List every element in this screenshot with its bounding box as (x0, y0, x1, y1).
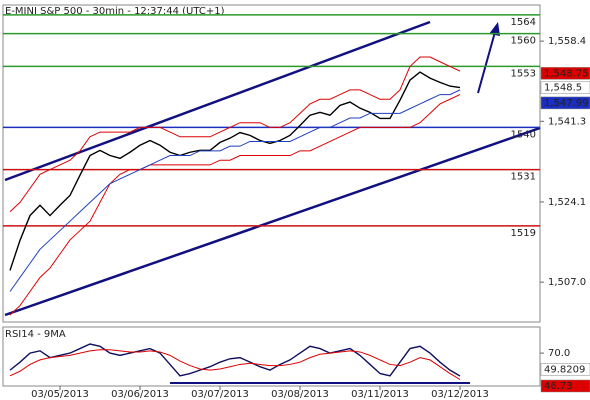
y-tick-label: 1,541.3 (548, 116, 586, 127)
chart-title: E-MINI S&P 500 - 30min - 12:37:44 (UTC+1… (5, 6, 225, 17)
price-marker (540, 67, 590, 80)
price-marker (540, 379, 590, 393)
series-line (9, 56, 461, 213)
x-tick-label: 03/08/2013 (271, 389, 329, 400)
upper-channel (4, 20, 431, 182)
series-line (9, 349, 461, 380)
price-panel (2, 4, 541, 323)
price-marker (540, 81, 590, 94)
x-tick-label: 03/05/2013 (31, 389, 89, 400)
series-line (9, 343, 461, 377)
level-label: 1564 (511, 17, 536, 28)
price-marker-label: 1,548.75 (544, 68, 589, 79)
arrow-head (489, 22, 500, 36)
series-line (9, 94, 461, 316)
price-marker (540, 363, 590, 376)
x-tick-label: 03/06/2013 (111, 389, 169, 400)
rsi-title: RSI14 - 9MA (5, 329, 66, 340)
x-tick-label: 03/07/2013 (191, 389, 249, 400)
level-label: 1553 (511, 68, 536, 79)
price-marker-label: 49.8209 (544, 364, 585, 375)
level-label: 1560 (511, 36, 536, 47)
price-marker-label: 1,547.99 (544, 98, 589, 109)
y-tick-label: 1,507.0 (548, 277, 586, 288)
series-line (9, 89, 461, 292)
level-label: 1540 (511, 129, 536, 140)
x-tick-label: 03/12/2013 (431, 389, 489, 400)
y-tick-label: 70.0 (548, 348, 570, 359)
y-tick-label: 1,558.4 (548, 36, 586, 47)
x-tick-label: 03/11/2013 (351, 389, 409, 400)
price-marker-label: 1,548.5 (544, 83, 582, 94)
y-tick-label: 1,524.1 (548, 197, 586, 208)
level-label: 1531 (511, 172, 536, 183)
arrow (477, 31, 496, 94)
level-label: 1519 (511, 228, 536, 239)
price-marker (540, 96, 590, 110)
rsi-panel (2, 326, 541, 387)
series-line (9, 71, 461, 271)
lower-channel (4, 126, 541, 317)
price-marker-label: 46.73 (544, 381, 573, 392)
